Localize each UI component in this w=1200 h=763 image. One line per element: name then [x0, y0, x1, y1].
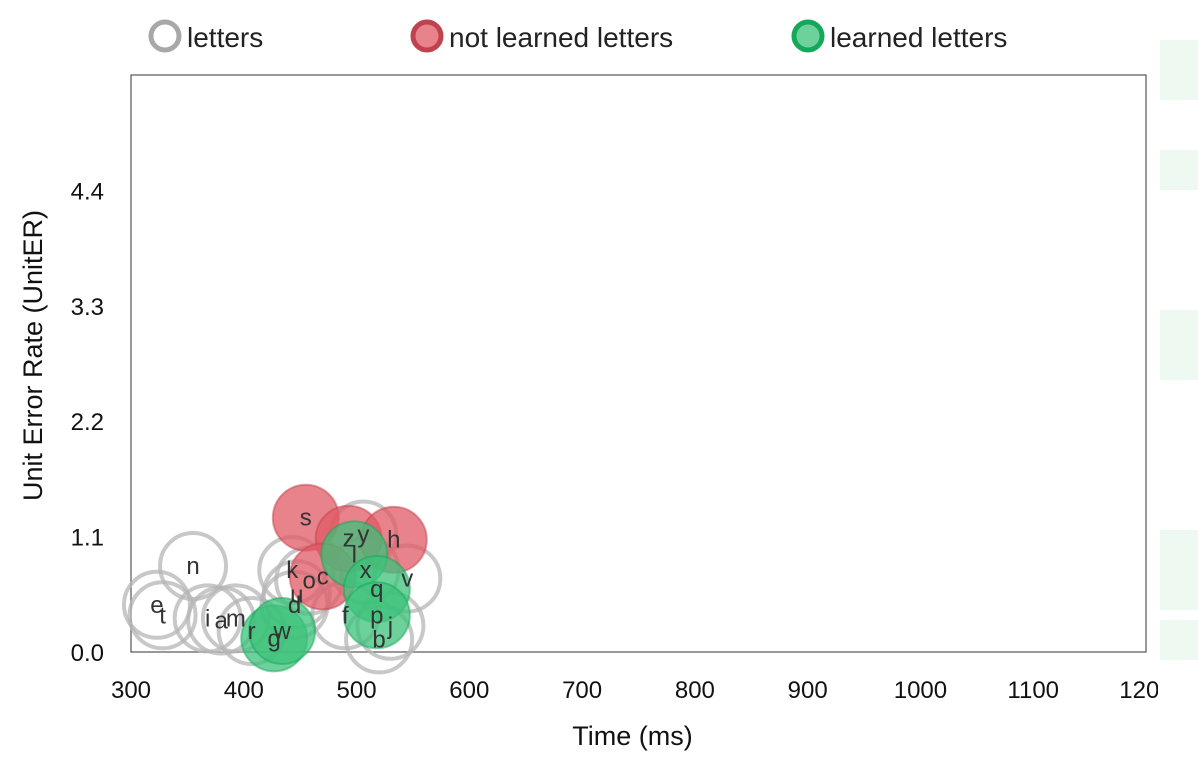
point-label-t: t: [159, 602, 166, 629]
point-label-r: r: [248, 618, 256, 645]
point-label-n: n: [186, 553, 199, 580]
legend-item-not_learned: not learned letters: [410, 19, 673, 53]
x-tick-label: 300: [111, 677, 151, 704]
x-tick-label: 700: [562, 677, 602, 704]
point-label-q: q: [370, 576, 383, 603]
y-tick-label: 4.4: [71, 178, 104, 205]
legend-marker-learned: [791, 19, 825, 53]
point-label-v: v: [401, 566, 413, 593]
point-label-a: a: [215, 608, 229, 635]
point-label-p: p: [370, 602, 383, 629]
point-n: [158, 530, 229, 601]
x-axis-title: Time (ms): [572, 721, 692, 751]
point-label-w: w: [272, 618, 291, 645]
point-label-o: o: [303, 568, 316, 595]
point-label-e: e: [150, 592, 163, 619]
legend-label-not_learned: not learned letters: [449, 22, 673, 53]
y-tick-label: 2.2: [71, 409, 104, 436]
legend: letters not learned letters learned letter…: [148, 19, 1007, 53]
x-tick-label: 400: [224, 677, 264, 704]
point-label-k: k: [286, 557, 299, 584]
legend-item-learned: learned letters: [791, 19, 1007, 53]
x-tick-label: 600: [449, 677, 489, 704]
point-label-z: z: [343, 526, 355, 553]
legend-label-letters: letters: [187, 22, 263, 53]
point-label-g: g: [268, 625, 281, 652]
y-axis-title: Unit Error Rate (UnitER): [18, 210, 48, 501]
legend-item-letters: letters: [148, 19, 263, 53]
point-label-s: s: [300, 505, 312, 532]
x-tick-label: 500: [337, 677, 377, 704]
x-tick-label: 800: [675, 677, 715, 704]
point-w: [248, 597, 317, 666]
x-tick-label: 900: [788, 677, 828, 704]
scatter-chart: letters not learned letters learned letter…: [18, 19, 1158, 751]
point-label-b: b: [372, 626, 385, 653]
point-label-y: y: [357, 522, 369, 549]
point-p: [342, 581, 411, 650]
data-points: [121, 483, 443, 675]
point-label-d: d: [288, 592, 301, 619]
y-tick-label: 3.3: [71, 294, 104, 321]
point-label-j: j: [387, 613, 393, 640]
point-label-m: m: [226, 605, 246, 632]
point-label-u: u: [290, 581, 303, 608]
point-label-x: x: [360, 557, 372, 584]
point-label-c: c: [317, 563, 329, 590]
point-label-f: f: [342, 602, 349, 629]
point-label-i: i: [205, 605, 210, 632]
edge-decoration: [1158, 30, 1200, 760]
legend-marker-not_learned: [410, 19, 444, 53]
y-tick-label: 0.0: [71, 640, 104, 667]
x-tick-label: 1100: [1007, 677, 1059, 704]
legend-label-learned: learned letters: [830, 22, 1007, 53]
point-e: [121, 569, 192, 640]
point-label-l: l: [352, 541, 357, 568]
point-label-h: h: [387, 527, 400, 554]
legend-marker-letters: [148, 19, 182, 53]
x-tick-label: 1000: [894, 677, 947, 704]
y-tick-label: 1.1: [71, 525, 104, 552]
y-axis-ticks: 0.0 1.1 2.2 3.3 4.4: [71, 178, 104, 667]
